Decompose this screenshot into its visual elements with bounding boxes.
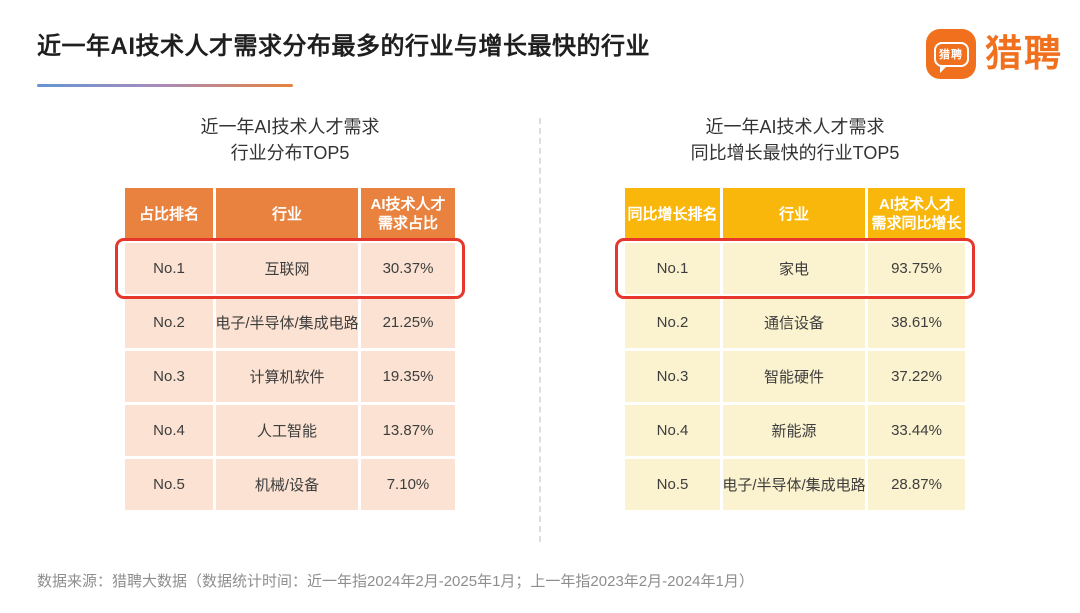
cell-value: 30.37% xyxy=(361,243,455,294)
data-source-note: 数据来源：猎聘大数据（数据统计时间：近一年指2024年2月-2025年1月；上一… xyxy=(37,573,754,590)
cell-industry: 机械/设备 xyxy=(216,459,358,510)
cell-rank: No.3 xyxy=(625,351,720,402)
speech-bubble-icon: 猎聘 xyxy=(933,41,969,73)
cell-rank: No.1 xyxy=(625,243,720,294)
table-row: No.4 人工智能 13.87% xyxy=(125,405,455,456)
cell-rank: No.2 xyxy=(125,297,213,348)
right-panel-title: 近一年AI技术人才需求 同比增长最快的行业TOP5 xyxy=(690,117,900,163)
cell-value: 13.87% xyxy=(361,405,455,456)
cell-value: 21.25% xyxy=(361,297,455,348)
header-cell-rank: 占比排名 xyxy=(125,188,213,240)
table-header-row: 占比排名 行业 AI技术人才 需求占比 xyxy=(125,188,455,240)
cell-value: 28.87% xyxy=(868,459,965,510)
header-cell-value: AI技术人才 需求占比 xyxy=(361,188,455,240)
cell-industry: 电子/半导体/集成电路 xyxy=(722,459,866,510)
table-row: No.1 家电 93.75% xyxy=(615,238,975,299)
cell-value: 93.75% xyxy=(868,243,965,294)
cell-industry: 智能硬件 xyxy=(723,351,865,402)
table-row: No.2 通信设备 38.61% xyxy=(625,297,965,348)
liepin-logo-icon: 猎聘 xyxy=(926,29,976,79)
cell-rank: No.2 xyxy=(625,297,720,348)
cell-rank: No.5 xyxy=(625,459,720,510)
header-cell-value: AI技术人才 需求同比增长 xyxy=(868,188,965,240)
header-cell-industry: 行业 xyxy=(723,188,865,240)
table-row: No.5 机械/设备 7.10% xyxy=(125,459,455,510)
cell-value: 19.35% xyxy=(361,351,455,402)
table-row: No.3 计算机软件 19.35% xyxy=(125,351,455,402)
logo-icon-text: 猎聘 xyxy=(939,49,963,61)
table-row: No.3 智能硬件 37.22% xyxy=(625,351,965,402)
cell-industry: 计算机软件 xyxy=(216,351,358,402)
cell-industry: 新能源 xyxy=(723,405,865,456)
distribution-table: 占比排名 行业 AI技术人才 需求占比 No.1 互联网 30.37% No.2… xyxy=(115,188,465,510)
left-panel-title: 近一年AI技术人才需求 行业分布TOP5 xyxy=(200,117,380,163)
table-row: No.1 互联网 30.37% xyxy=(115,238,465,299)
cell-value: 33.44% xyxy=(868,405,965,456)
growth-table: 同比增长排名 行业 AI技术人才 需求同比增长 No.1 家电 93.75% N… xyxy=(615,188,975,510)
cell-industry: 互联网 xyxy=(216,243,358,294)
table-header-row: 同比增长排名 行业 AI技术人才 需求同比增长 xyxy=(625,188,965,240)
cell-rank: No.4 xyxy=(625,405,720,456)
table-row: No.4 新能源 33.44% xyxy=(625,405,965,456)
cell-value: 38.61% xyxy=(868,297,965,348)
table-row: No.2 电子/半导体/集成电路 21.25% xyxy=(125,297,455,348)
panel-divider xyxy=(539,118,541,542)
cell-industry: 电子/半导体/集成电路 xyxy=(215,297,359,348)
cell-rank: No.1 xyxy=(125,243,213,294)
cell-value: 7.10% xyxy=(361,459,455,510)
cell-rank: No.3 xyxy=(125,351,213,402)
cell-industry: 家电 xyxy=(723,243,865,294)
header-cell-rank: 同比增长排名 xyxy=(625,188,720,240)
title-underline xyxy=(37,84,293,87)
cell-rank: No.5 xyxy=(125,459,213,510)
cell-value: 37.22% xyxy=(868,351,965,402)
header-cell-industry: 行业 xyxy=(216,188,358,240)
cell-rank: No.4 xyxy=(125,405,213,456)
cell-industry: 通信设备 xyxy=(723,297,865,348)
brand-name: 猎聘 xyxy=(985,33,1063,74)
cell-industry: 人工智能 xyxy=(216,405,358,456)
page-title: 近一年AI技术人才需求分布最多的行业与增长最快的行业 xyxy=(37,33,650,60)
table-row: No.5 电子/半导体/集成电路 28.87% xyxy=(625,459,965,510)
brand-logo: 猎聘 猎聘 xyxy=(926,29,1063,79)
